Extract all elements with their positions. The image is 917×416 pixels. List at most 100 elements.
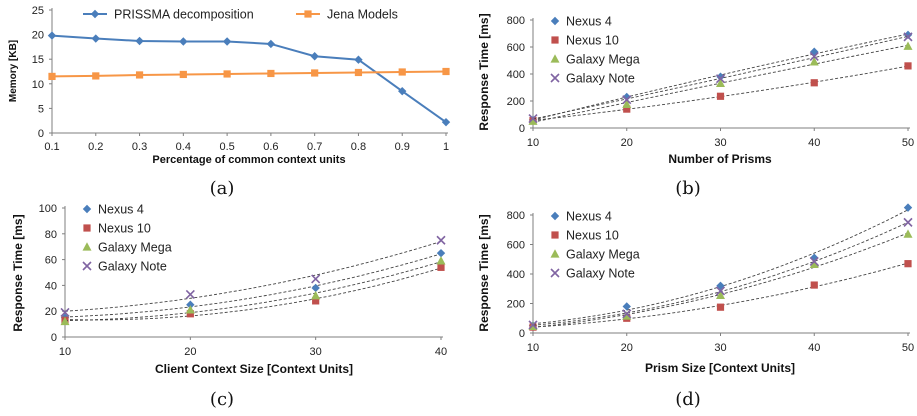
chart-a-point-prissma-decomposition bbox=[310, 52, 319, 61]
chart-c-legend-marker-nexus-10 bbox=[83, 224, 91, 232]
chart-d-y-tick-label: 0 bbox=[519, 328, 525, 340]
chart-a-point-jena-models bbox=[92, 72, 100, 80]
chart-b-point-nexus-10 bbox=[810, 79, 818, 87]
chart-c-x-tick-label: 20 bbox=[184, 346, 196, 358]
chart-c-point-nexus-4 bbox=[436, 248, 446, 258]
chart-d-x-tick-label: 20 bbox=[621, 342, 633, 354]
chart-b-y-tick-label: 0 bbox=[519, 123, 525, 135]
chart-c-point-nexus-4 bbox=[311, 283, 320, 293]
chart-d: 0 200 400 600 800 10 20 30 40 50 Nexus 4 Nexus 10 Ga… bbox=[507, 203, 914, 354]
chart-b-xlabel: Number of Prisms bbox=[668, 152, 772, 166]
chart-d-point-nexus-10 bbox=[810, 281, 818, 289]
chart-c-point-galaxy-note bbox=[185, 289, 195, 299]
chart-c-y-tick-label: 100 bbox=[39, 203, 57, 215]
chart-d-legend-marker-nexus-4 bbox=[550, 211, 560, 221]
chart-a-x-tick-label: 0.7 bbox=[307, 141, 322, 153]
chart-a-y-tick-label: 20 bbox=[32, 30, 44, 42]
chart-b-point-nexus-10 bbox=[904, 62, 912, 70]
chart-b-x-tick-label: 50 bbox=[902, 137, 914, 149]
chart-d-x-tick-label: 10 bbox=[527, 342, 539, 354]
chart-a-x-tick-label: 0.8 bbox=[351, 141, 366, 153]
chart-a-x-tick-label: 0.9 bbox=[395, 141, 410, 153]
chart-d-y-tick-label: 600 bbox=[507, 240, 525, 252]
chart-d-point-galaxy-mega bbox=[716, 290, 725, 299]
chart-d-point-nexus-4 bbox=[903, 203, 913, 212]
chart-b-point-galaxy-mega bbox=[716, 78, 725, 88]
chart-d-xlabel: Prism Size [Context Units] bbox=[645, 361, 795, 375]
caption-c: (c) bbox=[210, 389, 234, 410]
chart-c-legend-marker-nexus-4 bbox=[82, 204, 92, 214]
chart-b-point-galaxy-note bbox=[809, 51, 819, 62]
chart-b-y-tick-label: 400 bbox=[507, 69, 525, 81]
chart-d-y-tick-label: 400 bbox=[507, 269, 525, 281]
chart-b-x-tick-label: 30 bbox=[714, 137, 726, 149]
chart-a-x-tick-label: 0.2 bbox=[88, 141, 103, 153]
chart-d-ylabel: Response Time [ms] bbox=[477, 214, 491, 331]
chart-a-x-tick-label: 0.5 bbox=[219, 141, 234, 153]
chart-b-point-galaxy-note bbox=[528, 113, 538, 124]
chart-c-xlabel: Client Context Size [Context Units] bbox=[155, 362, 353, 376]
chart-b-x-tick-label: 40 bbox=[808, 137, 820, 149]
caption-a: (a) bbox=[210, 178, 235, 199]
chart-d-legend-label-galaxy-mega: Galaxy Mega bbox=[566, 248, 640, 262]
chart-c-y-tick-label: 80 bbox=[45, 229, 57, 241]
chart-b-trendline-nexus-10 bbox=[532, 65, 909, 121]
chart-c-point-galaxy-note bbox=[436, 235, 446, 245]
chart-a-point-prissma-decomposition bbox=[135, 36, 144, 46]
chart-a-xlabel: Percentage of common context units bbox=[152, 154, 345, 166]
chart-d-point-nexus-10 bbox=[716, 303, 725, 311]
chart-d-point-galaxy-note bbox=[715, 286, 726, 296]
chart-c: 0 20 40 60 80 100 10 20 30 40 Nexus 4 Nexus 10 Galax… bbox=[39, 203, 447, 359]
chart-d-point-galaxy-mega bbox=[622, 311, 632, 320]
chart-a-point-prissma-decomposition bbox=[179, 37, 188, 46]
caption-d: (d) bbox=[675, 389, 701, 410]
chart-c-ylabel: Response Time [ms] bbox=[11, 214, 25, 331]
chart-b-point-nexus-10 bbox=[716, 92, 725, 100]
chart-a-x-tick-label: 1 bbox=[443, 141, 449, 153]
chart-d-point-galaxy-mega bbox=[809, 259, 819, 269]
chart-c-point-galaxy-note bbox=[311, 274, 321, 284]
chart-b-legend-label-galaxy-mega: Galaxy Mega bbox=[566, 53, 640, 67]
chart-b-point-nexus-4 bbox=[622, 92, 631, 102]
chart-a-legend-marker-jena-models bbox=[304, 10, 312, 18]
chart-b-legend-label-nexus-4: Nexus 4 bbox=[566, 15, 612, 29]
chart-d-x-tick-label: 50 bbox=[902, 342, 914, 354]
chart-a-point-jena-models bbox=[48, 72, 56, 81]
chart-b-x-tick-label: 20 bbox=[621, 137, 633, 149]
chart-a-point-jena-models bbox=[267, 69, 275, 78]
chart-c-legend-label-nexus-10: Nexus 10 bbox=[98, 222, 151, 236]
chart-b-point-nexus-4 bbox=[716, 72, 725, 81]
chart-b-y-tick-label: 200 bbox=[507, 96, 525, 108]
chart-b-y-tick-label: 800 bbox=[507, 15, 525, 27]
chart-b-x-tick-label: 10 bbox=[527, 137, 539, 149]
chart-b-point-galaxy-mega bbox=[528, 116, 538, 125]
chart-b-point-galaxy-mega bbox=[809, 57, 819, 66]
chart-b-legend-marker-nexus-10 bbox=[551, 36, 559, 44]
chart-c-trendline-galaxy-note bbox=[64, 241, 442, 312]
chart-a-point-prissma-decomposition bbox=[91, 34, 100, 43]
chart-a-point-prissma-decomposition bbox=[47, 31, 57, 40]
chart-c-y-tick-label: 20 bbox=[45, 306, 57, 318]
chart-d-legend-label-nexus-10: Nexus 10 bbox=[566, 229, 619, 243]
chart-c-x-tick-label: 40 bbox=[435, 346, 447, 358]
chart-a-point-prissma-decomposition bbox=[222, 37, 232, 46]
chart-d-point-galaxy-note bbox=[903, 217, 913, 227]
chart-a-x-tick-label: 0.4 bbox=[176, 141, 191, 153]
chart-b-legend-marker-nexus-4 bbox=[550, 16, 560, 26]
chart-b-point-galaxy-note bbox=[903, 32, 913, 42]
chart-a-point-jena-models bbox=[179, 70, 187, 79]
chart-a-point-jena-models bbox=[311, 69, 319, 77]
chart-a-point-prissma-decomposition bbox=[398, 86, 407, 96]
chart-c-legend-label-nexus-4: Nexus 4 bbox=[98, 203, 144, 217]
chart-a-point-jena-models bbox=[135, 71, 144, 79]
chart-d-trendline-nexus-10 bbox=[532, 262, 909, 328]
chart-b-y-tick-label: 600 bbox=[507, 42, 525, 54]
caption-b: (b) bbox=[675, 178, 701, 199]
chart-c-point-galaxy-note bbox=[60, 307, 70, 318]
chart-c-point-galaxy-mega bbox=[311, 290, 321, 300]
chart-a-point-jena-models bbox=[354, 68, 363, 77]
chart-d-point-galaxy-note bbox=[809, 256, 819, 267]
chart-a-ylabel: Memory [KB] bbox=[8, 40, 19, 102]
chart-b: 0 200 400 600 800 10 20 30 40 50 Nexus 4 Nexus 10 Ga… bbox=[507, 15, 914, 150]
